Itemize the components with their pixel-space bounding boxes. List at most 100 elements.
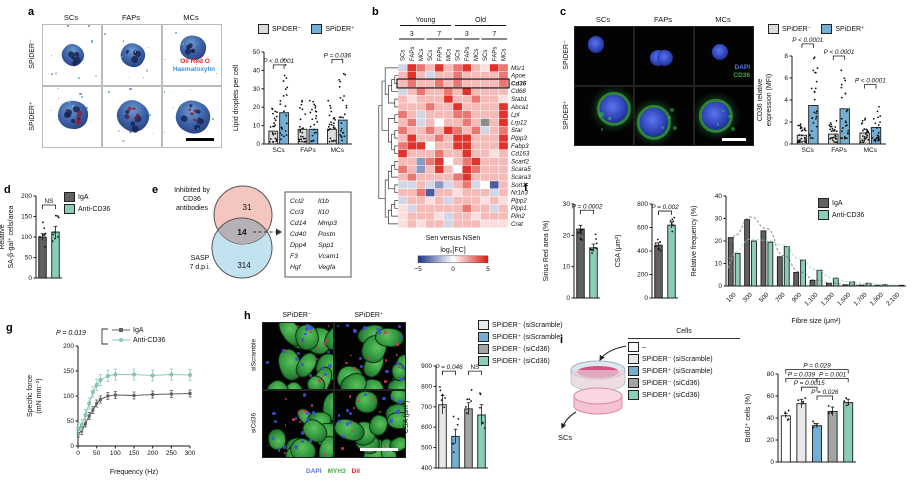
heatmap-col-label: FAPs [465,47,471,61]
x-tick-label: 1,700 [852,291,868,307]
panel-c-legend: SPiDER⁻ SPiDER⁺ [768,24,865,34]
marker [83,422,87,425]
speck [323,372,328,377]
heatmap-row-label: Plpp1 [511,205,527,212]
x-tick-label: 2,100 [885,291,901,307]
y-tick-label: 20 [715,238,723,245]
bars [780,402,854,463]
heatmap-cell [452,157,463,166]
marker [150,373,155,378]
speck [401,365,405,370]
speck [50,110,52,112]
speck [297,410,301,414]
heatmap-cell [489,165,500,174]
heatmap-cell [397,110,408,119]
scatter-dots [784,397,850,429]
heatmap-row-label: Cd68 [511,88,526,95]
legend-label: SPiDER⁺ (siScramble) [492,334,563,341]
stain-label-haematoxylin: Haematoxylin [172,66,216,73]
speck [76,110,83,117]
speck [122,40,124,42]
speck [67,25,70,28]
speck [385,369,389,374]
speck [292,418,296,422]
bars [654,224,676,299]
venn-label-top: antibodies [176,205,208,212]
panel-e-venn-diagram: 31 14 314 Inhibited by CD36 antibodies SASP 7 d… [158,182,358,290]
bar [744,219,750,287]
heatmap-cell [425,219,435,229]
venn-overlap [214,217,272,244]
cell-body [170,95,215,139]
speck [668,116,672,120]
speck [164,28,167,31]
heatmap-cell [471,172,481,182]
legend-swatch [478,356,489,366]
bars [38,231,60,279]
heatmap-cell [452,102,463,112]
bar [279,112,289,145]
heatmap-cell [489,188,500,197]
column-header: SCs [63,13,79,22]
heatmap-cell [489,63,500,73]
heatmap-cell [471,211,481,221]
legend-label: IgA [832,199,843,207]
bars [796,105,882,145]
heatmap-cell [480,204,490,213]
heatmap-cell [416,196,426,205]
heatmap-cell [461,219,472,229]
row-header: siCd36 [250,412,258,434]
speck [277,448,281,452]
speck [368,357,371,360]
heatmap-cell [498,141,509,151]
heatmap-cell [480,149,490,158]
age-group-header: Old [475,17,486,24]
p-value-label: P = 0.002 [651,204,679,211]
legend-label: – [642,343,646,351]
speck [131,106,137,111]
p-value-label: NS [45,198,54,205]
heatmap-cell [416,219,426,229]
speck [308,439,313,443]
heatmap-cell [434,133,445,143]
gene-name: Ccl2 [290,198,304,205]
y-tick-label: 50 [253,49,261,56]
speck [320,367,325,371]
heatmap-cell [498,157,509,166]
y-tick-label: 20 [767,437,775,444]
legend-entries: – SPiDER⁻ (siScramble) SPiDER⁺ (siScramble… [628,342,713,402]
p-value-label: P = 0.001 [819,371,847,378]
heatmap-cell [406,188,417,197]
gene-name: Cd14 [290,220,306,227]
x-tick-label: 700 [774,291,787,304]
heatmap-cell [406,110,417,119]
gene-name: Cd40 [290,231,306,238]
heatmap-cell [443,102,454,112]
x-tick-label: MCs [864,147,878,154]
marker [188,373,192,377]
heatmap-cell [434,79,445,88]
heatmap-cell [489,94,500,104]
gene-name: Il1b [318,198,329,205]
heatmap-cell [461,79,472,88]
legend-marker [112,328,130,332]
y-tick-label: 400 [637,248,648,255]
speck [345,361,348,364]
heatmap-cell [397,172,408,182]
legend-swatch [818,198,829,208]
heatmap-cell [425,118,435,127]
column-header: SPiDER⁻ [282,312,312,319]
legend-swatch [64,192,75,202]
speck [600,128,604,131]
speck [284,350,287,353]
bar [783,246,790,287]
heatmap-cell [471,157,481,166]
heatmap-cell [425,102,435,112]
series-Anti-CD36 [76,368,192,435]
heatmap-cell [443,149,454,158]
gene-name: Hgf [290,264,302,271]
speck [359,421,362,424]
chart-f_sirius: 0 10 20 30 Sirius Red area (%) P = 0.0002 [543,201,603,302]
heatmap-cell [480,110,490,119]
